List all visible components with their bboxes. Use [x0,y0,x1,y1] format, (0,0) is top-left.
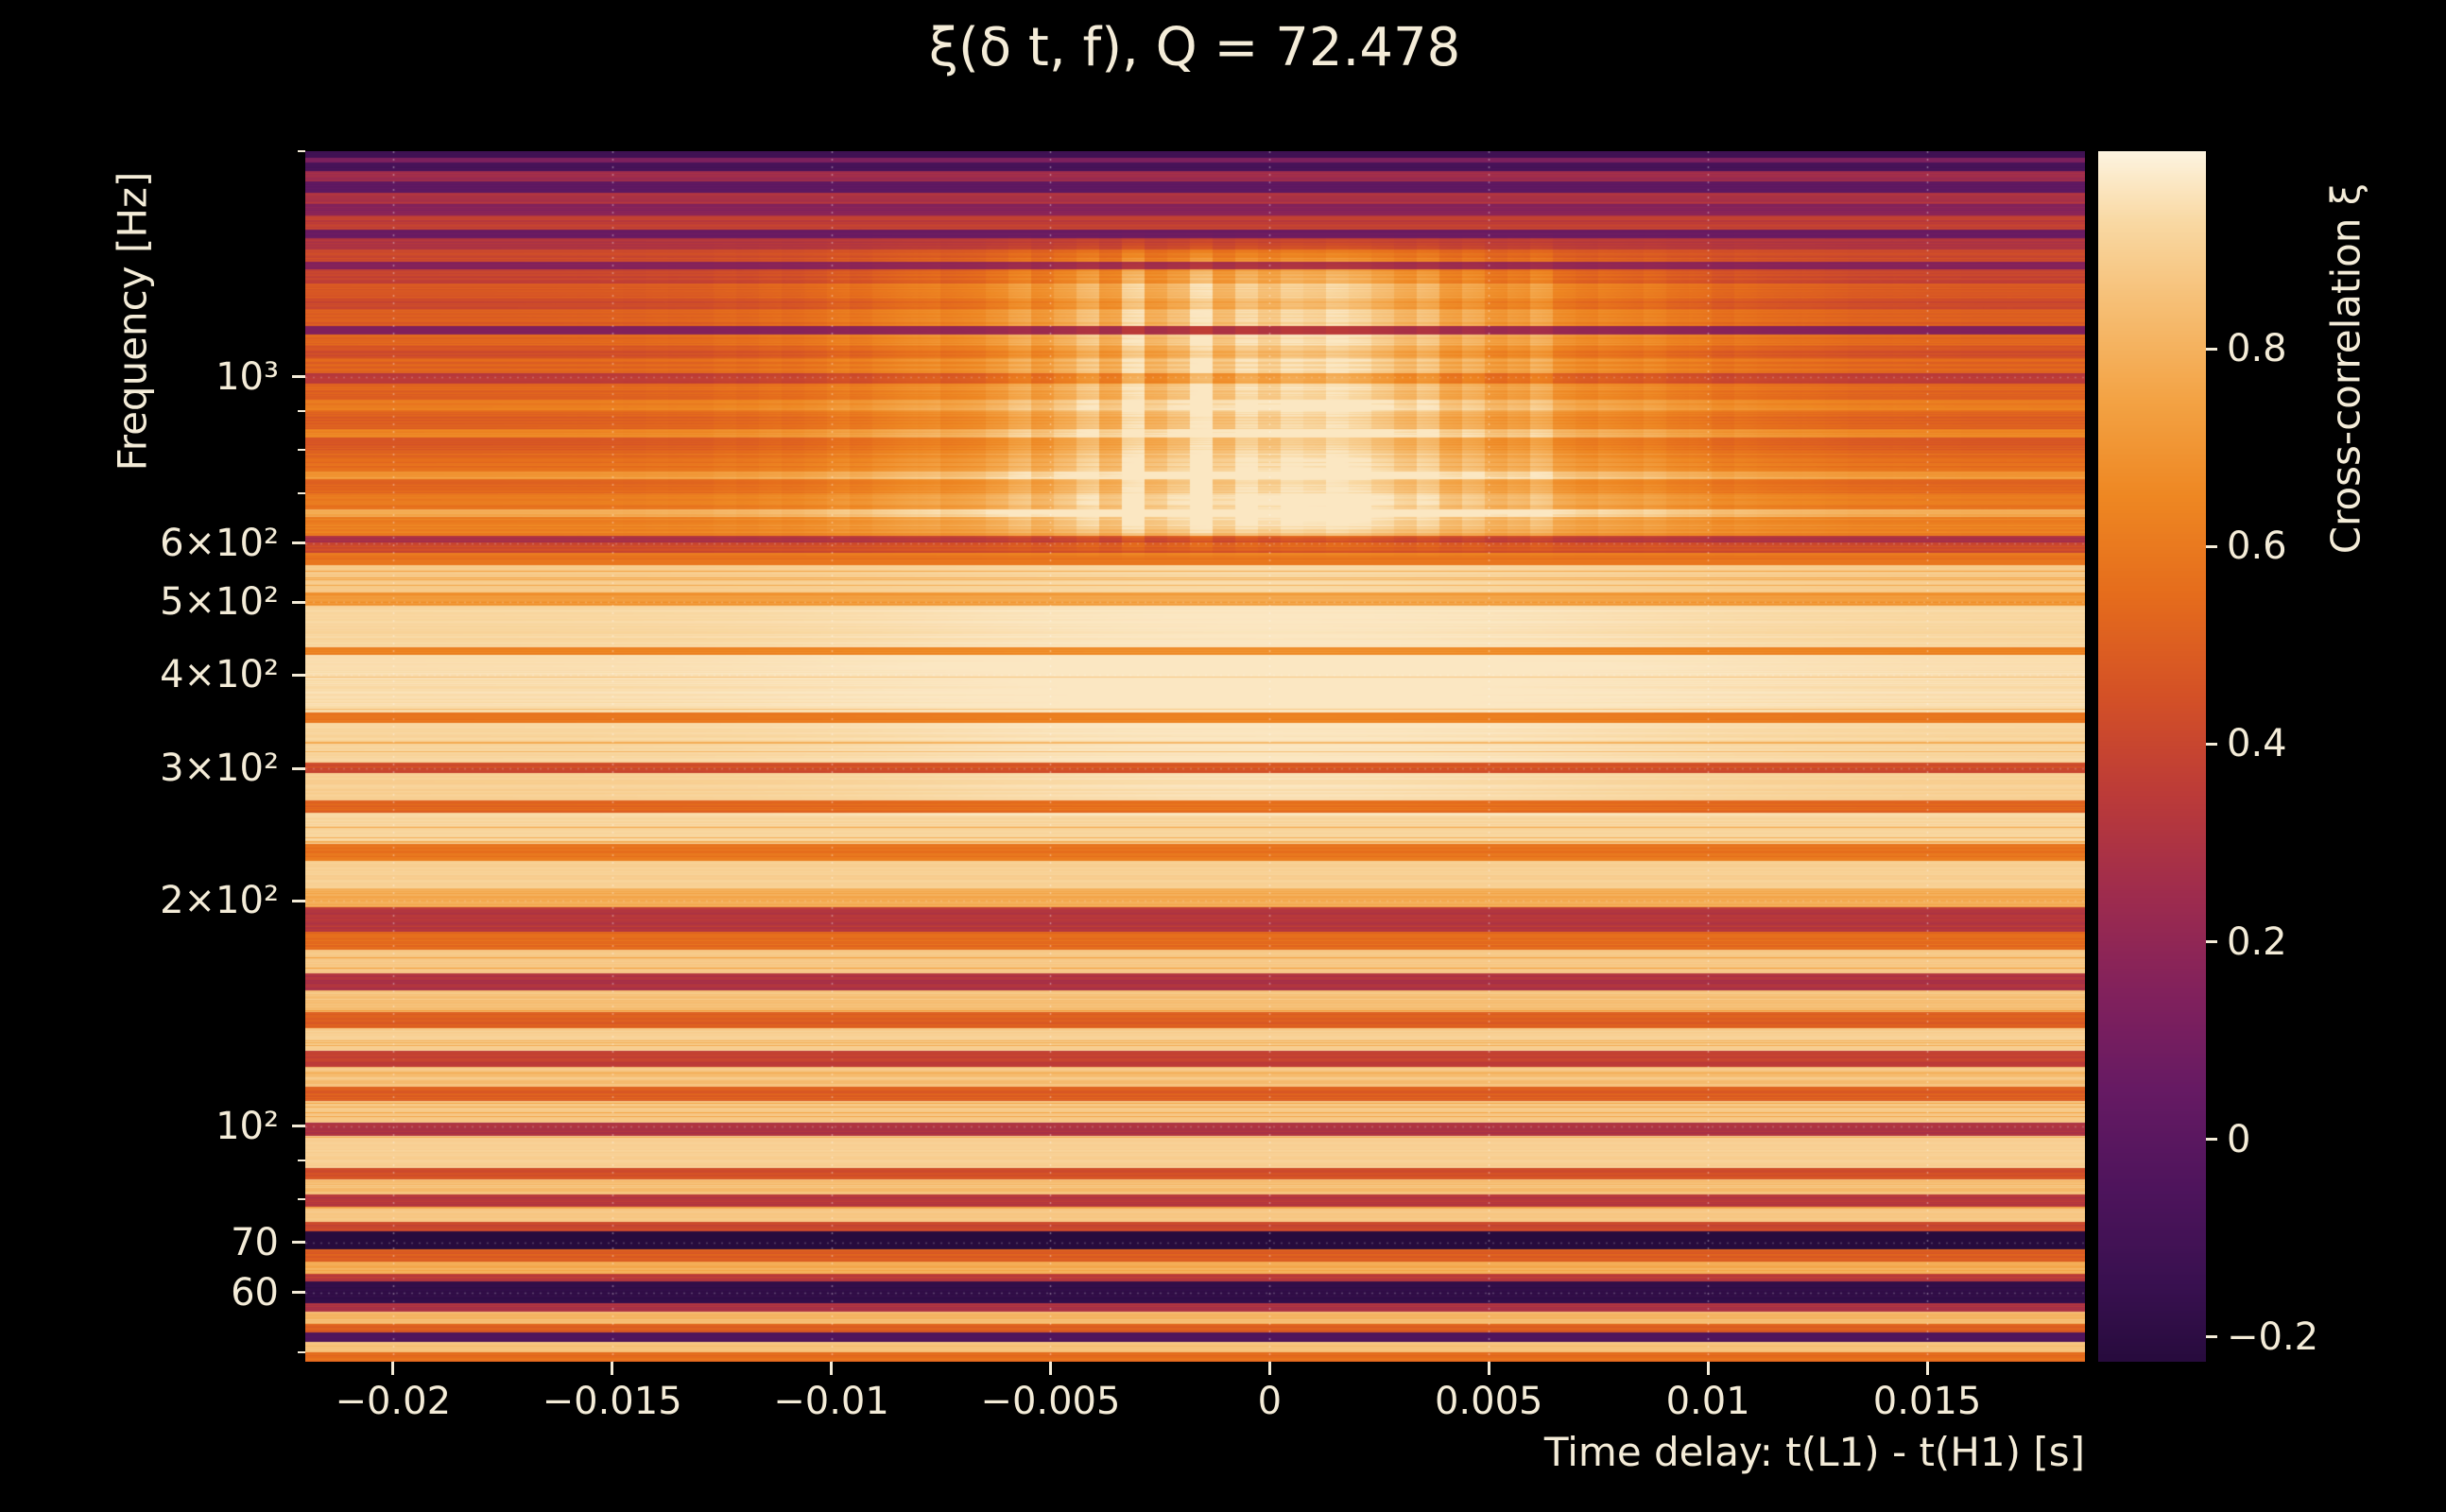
colorbar-tick-mark [2206,544,2217,548]
x-tick-mark [1487,1362,1490,1375]
colorbar-tick-label: 0.2 [2227,919,2287,964]
y-tick-mark [292,899,305,902]
y-tick-mark [292,1241,305,1245]
y-tick-label: 5×10² [160,580,279,625]
y-tick-label: 4×10² [160,653,279,697]
y-tick-mark [292,1125,305,1128]
y-tick-label: 10² [215,1104,279,1148]
colorbar-tick-mark [2206,347,2217,351]
colorbar-tick-label: 0 [2227,1117,2251,1161]
heatmap-image [305,151,2085,1362]
colorbar-tick-mark [2206,1138,2217,1142]
colorbar-tick-label: 0.4 [2227,722,2287,766]
y-tick-mark [292,1291,305,1295]
y-tick-mark [292,673,305,677]
y-minor-tick-mark [298,491,305,494]
y-tick-label: 3×10² [160,747,279,791]
y-tick-mark [292,600,305,604]
y-tick-label: 6×10² [160,521,279,565]
y-tick-label: 2×10² [160,879,279,923]
y-tick-label: 70 [231,1220,279,1264]
x-tick-label: 0.005 [1434,1380,1543,1423]
x-tick-label: 0.01 [1665,1380,1750,1423]
x-tick-mark [1925,1362,1929,1375]
colorbar-gradient [2098,151,2206,1362]
colorbar-tick-mark [2206,1335,2217,1339]
x-tick-mark [1048,1362,1052,1375]
x-tick-label: 0 [1257,1380,1283,1423]
y-axis-label: Frequency [Hz] [109,171,156,472]
x-tick-label: −0.015 [542,1380,682,1423]
x-tick-label: 0.015 [1872,1380,1982,1423]
colorbar-tick-label: 0.8 [2227,327,2287,371]
x-tick-mark [391,1362,395,1375]
x-axis-label: Time delay: t(L1) - t(H1) [s] [1543,1429,2085,1475]
y-minor-tick-mark [298,1160,305,1162]
x-tick-mark [1267,1362,1271,1375]
x-tick-label: −0.01 [773,1380,889,1423]
y-minor-tick-mark [298,1350,305,1353]
y-tick-mark [292,766,305,770]
y-minor-tick-mark [298,1197,305,1200]
y-tick-label: 10³ [215,354,279,399]
y-minor-tick-mark [298,448,305,451]
y-tick-mark [292,541,305,545]
x-tick-mark [830,1362,834,1375]
colorbar-tick-mark [2206,742,2217,746]
colorbar-tick-label: 0.6 [2227,524,2287,569]
x-tick-mark [1706,1362,1710,1375]
x-tick-label: −0.005 [980,1380,1121,1423]
plot-title: ξ(δ t, f), Q = 72.478 [928,17,1461,78]
x-tick-label: −0.02 [335,1380,452,1423]
y-minor-tick-mark [298,410,305,413]
y-tick-label: 60 [231,1270,279,1314]
y-tick-mark [292,375,305,379]
x-tick-mark [611,1362,614,1375]
colorbar-tick-label: −0.2 [2227,1314,2319,1359]
colorbar-tick-mark [2206,940,2217,944]
y-minor-tick-mark [298,150,305,152]
